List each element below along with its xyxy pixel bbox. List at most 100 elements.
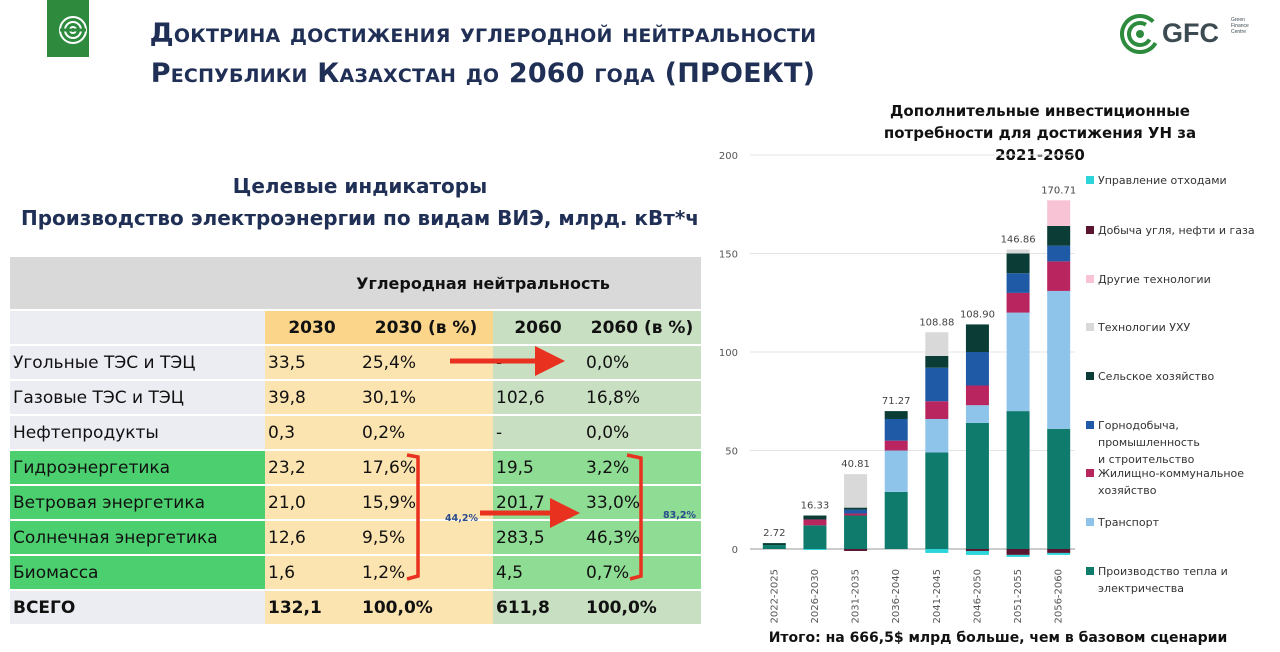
bar-segment [925, 452, 949, 549]
legend-label: Добыча угля, нефти и газа [1098, 224, 1255, 237]
bar-segment [925, 549, 949, 553]
legend-swatch [1086, 421, 1094, 429]
cell-2060-pct: 16,8% [583, 380, 701, 416]
cell-2030-pct: 9,5% [359, 520, 493, 556]
cell-2030: 1,6 [265, 555, 359, 591]
legend-label-line: Производство тепла и [1098, 565, 1228, 578]
bar-segment [925, 332, 949, 356]
table-total-row: ВСЕГО 132,1 100,0% 611,8 100,0% [10, 590, 701, 626]
table-row: Гидроэнергетика 23,2 17,6% 19,5 3,2% [10, 450, 701, 486]
logo-emblem-icon [59, 16, 87, 44]
col-header-2060-pct: 2060 (в %) [583, 310, 701, 346]
cell-2060-pct: 46,3% [583, 520, 701, 556]
y-tick-label: 50 [725, 447, 738, 458]
table-row-label-header [10, 310, 265, 346]
y-tick-label: 200 [719, 151, 738, 162]
legend-label-line: Жилищно-коммунальное [1098, 467, 1245, 480]
gfc-sub-line: Finance [1231, 23, 1249, 29]
x-tick-label: 2056-2060 [1054, 569, 1065, 624]
x-tick-label: 2041-2045 [932, 569, 943, 624]
row-name: Газовые ТЭС и ТЭЦ [10, 380, 265, 416]
bar-segment [844, 509, 868, 514]
row-name: Угольные ТЭС и ТЭЦ [10, 345, 265, 381]
bar-segment [925, 418, 949, 453]
bar-segment [965, 405, 989, 423]
cell-2060: 283,5 [493, 520, 583, 556]
x-tick-label: 2036-2040 [891, 569, 902, 624]
cell-2030-pct: 15,9% [359, 485, 493, 521]
indicators-table: Углеродная нейтральность 2030 2030 (в %)… [10, 257, 701, 626]
brand-logo-square [47, 0, 89, 57]
bar-segment [884, 418, 908, 441]
bar-total-label: 71.27 [882, 396, 911, 407]
legend-label: Сельское хозяйство [1098, 370, 1215, 383]
table-group-header-row: Углеродная нейтральность [10, 257, 701, 311]
bar-segment [965, 549, 989, 551]
cell-2060: 19,5 [493, 450, 583, 486]
bar-segment [1047, 552, 1071, 555]
bar-total-label: 2.72 [763, 528, 785, 539]
table-row: Солнечная энергетика 12,6 9,5% 283,5 46,… [10, 520, 701, 556]
gfc-logo-icon [1120, 14, 1160, 54]
page-title: Доктрина достижения углеродной нейтральн… [103, 14, 863, 94]
total-2030-pct: 100,0% [359, 590, 493, 626]
bar-segment [1006, 549, 1030, 555]
investment-stacked-bar-chart: 0 50 100 150 200 2.72 2022-2025 16.33 2026-2030 4… [719, 151, 1076, 624]
bar-segment [1047, 200, 1071, 226]
total-2030: 132,1 [265, 590, 359, 626]
cell-2060: 201,7 [493, 485, 583, 521]
cell-2030: 33,5 [265, 345, 359, 381]
total-note: Итого: на 666,5$ млрд больше, чем в базо… [768, 630, 1228, 646]
bar-segment [844, 474, 868, 508]
cell-2030: 0,3 [265, 415, 359, 451]
title-line-1: Доктрина достижения углеродной нейтральн… [149, 18, 817, 49]
bar-segment [1047, 245, 1071, 262]
bar-segment [925, 401, 949, 419]
legend-swatch [1086, 275, 1094, 283]
total-name: ВСЕГО [10, 590, 265, 626]
legend-swatch [1086, 372, 1094, 380]
legend-label-line: и строительство [1098, 453, 1195, 466]
bar-segment [844, 515, 868, 549]
table-row: Ветровая энергетика 21,0 15,9% 201,7 33,… [10, 485, 701, 521]
cell-2030: 12,6 [265, 520, 359, 556]
row-name: Ветровая энергетика [10, 485, 265, 521]
gfc-logo-text: GFC [1162, 18, 1219, 48]
legend-label: Горнодобыча, промышленность и строительст… [1098, 417, 1276, 468]
legend-label: Технологии УХУ [1098, 321, 1191, 334]
row-name: Гидроэнергетика [10, 450, 265, 486]
x-tick-label: 2046-2050 [972, 569, 983, 624]
bar-segment [884, 411, 908, 419]
bar-segment [884, 491, 908, 549]
col-header-2030: 2030 [265, 310, 359, 346]
y-tick-label: 0 [732, 545, 738, 556]
legend-swatch [1086, 518, 1094, 526]
bar-segment [844, 513, 868, 516]
table-row: Нефтепродукты 0,3 0,2% - 0,0% [10, 415, 701, 451]
bar-segment [884, 440, 908, 451]
row-name: Солнечная энергетика [10, 520, 265, 556]
legend-label: Транспорт [1098, 516, 1159, 529]
table-row: Биомасса 1,6 1,2% 4,5 0,7% [10, 555, 701, 591]
cell-2030: 39,8 [265, 380, 359, 416]
bar-total-label: 146.86 [1001, 235, 1036, 246]
bar-total-label: 108.88 [919, 317, 954, 328]
legend-label: Жилищно-коммунальное хозяйство [1098, 465, 1276, 499]
cell-2030-pct: 0,2% [359, 415, 493, 451]
legend-swatch [1086, 323, 1094, 331]
legend-swatch [1086, 226, 1094, 234]
bar-segment [1006, 411, 1030, 549]
cell-2060: - [493, 345, 583, 381]
bar-segment [803, 525, 827, 549]
bar-segment [884, 450, 908, 492]
bar-segment [844, 549, 868, 551]
legend-label-line: Горнодобыча, промышленность [1098, 419, 1200, 449]
legend-label-line: электричества [1098, 582, 1184, 595]
indicators-heading-line-1: Целевые индикаторы [232, 174, 488, 198]
bar-segment [1006, 292, 1030, 313]
bar-segment [803, 549, 827, 550]
bar-segment [1047, 225, 1071, 246]
bar-segment [1047, 428, 1071, 549]
bar-segment [1006, 249, 1030, 254]
bar-segment [1006, 253, 1030, 274]
